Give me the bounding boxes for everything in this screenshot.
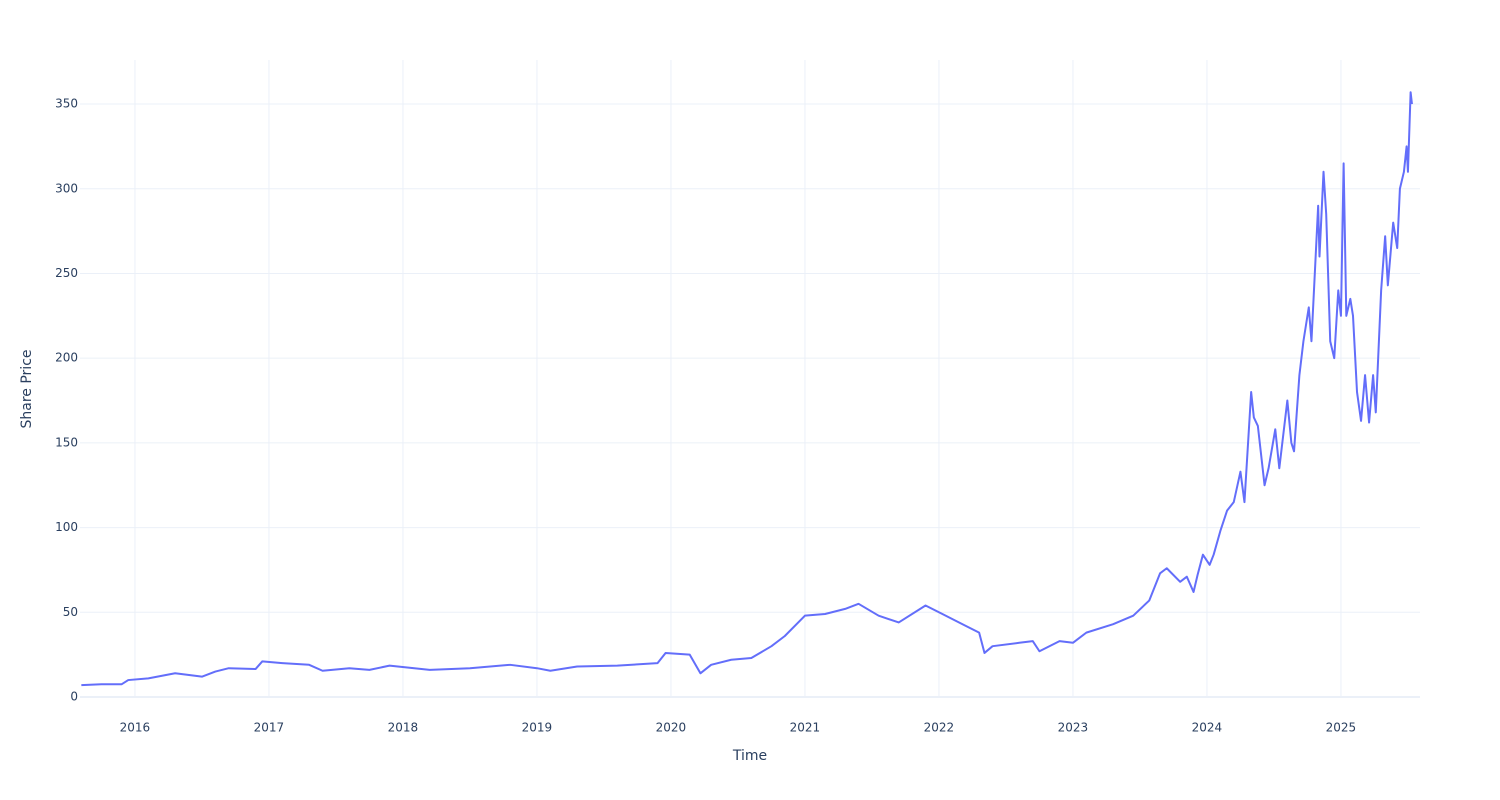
x-tick-label: 2020 bbox=[656, 721, 687, 735]
x-tick-label: 2025 bbox=[1326, 721, 1357, 735]
y-tick-label: 50 bbox=[63, 605, 78, 619]
x-tick-label: 2017 bbox=[254, 721, 285, 735]
y-tick-label: 250 bbox=[55, 266, 78, 280]
x-tick-label: 2021 bbox=[790, 721, 821, 735]
y-tick-label: 0 bbox=[70, 690, 78, 704]
y-tick-label: 200 bbox=[55, 351, 78, 365]
x-axis-title: Time bbox=[732, 748, 767, 764]
x-tick-label: 2019 bbox=[522, 721, 553, 735]
y-tick-label: 350 bbox=[55, 97, 78, 111]
x-tick-label: 2024 bbox=[1192, 721, 1223, 735]
y-axis-title: Share Price bbox=[19, 349, 35, 428]
x-tick-label: 2016 bbox=[120, 721, 151, 735]
y-tick-label: 150 bbox=[55, 435, 78, 449]
y-tick-label: 300 bbox=[55, 181, 78, 195]
line-series bbox=[81, 91, 1413, 687]
y-tick-label: 100 bbox=[55, 520, 78, 534]
x-tick-label: 2022 bbox=[924, 721, 955, 735]
x-tick-label: 2018 bbox=[388, 721, 419, 735]
x-tick-label: 2023 bbox=[1058, 721, 1089, 735]
